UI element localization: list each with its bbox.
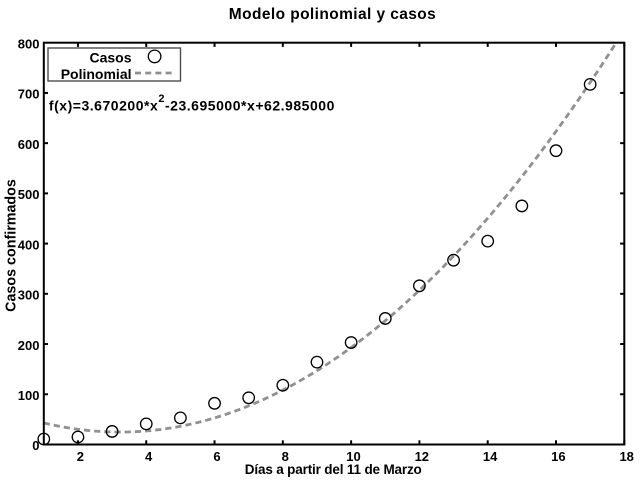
svg-text:8: 8 <box>282 449 289 464</box>
svg-text:10: 10 <box>346 449 360 464</box>
svg-text:500: 500 <box>18 187 40 202</box>
svg-text:100: 100 <box>18 388 40 403</box>
svg-text:Polinomial: Polinomial <box>61 66 132 82</box>
svg-text:0: 0 <box>32 438 39 453</box>
svg-text:4: 4 <box>145 449 153 464</box>
svg-text:700: 700 <box>18 87 40 102</box>
svg-text:Días a partir del 11 de Marzo: Días a partir del 11 de Marzo <box>245 462 422 477</box>
svg-text:300: 300 <box>18 288 40 303</box>
svg-text:f(x)=3.670200*x2-23.695000*x+6: f(x)=3.670200*x2-23.695000*x+62.985000 <box>49 93 335 113</box>
svg-text:600: 600 <box>18 137 40 152</box>
svg-text:200: 200 <box>18 338 40 353</box>
svg-text:14: 14 <box>483 449 498 464</box>
svg-text:400: 400 <box>18 237 40 252</box>
svg-text:2: 2 <box>77 449 84 464</box>
svg-text:16: 16 <box>551 449 565 464</box>
svg-text:18: 18 <box>619 449 633 464</box>
svg-text:Casos confirmados: Casos confirmados <box>3 179 19 312</box>
svg-text:800: 800 <box>18 36 40 51</box>
svg-text:12: 12 <box>415 449 429 464</box>
svg-text:6: 6 <box>213 449 220 464</box>
svg-text:Modelo polinomial y casos: Modelo polinomial y casos <box>229 6 436 23</box>
svg-text:Casos: Casos <box>89 50 131 66</box>
